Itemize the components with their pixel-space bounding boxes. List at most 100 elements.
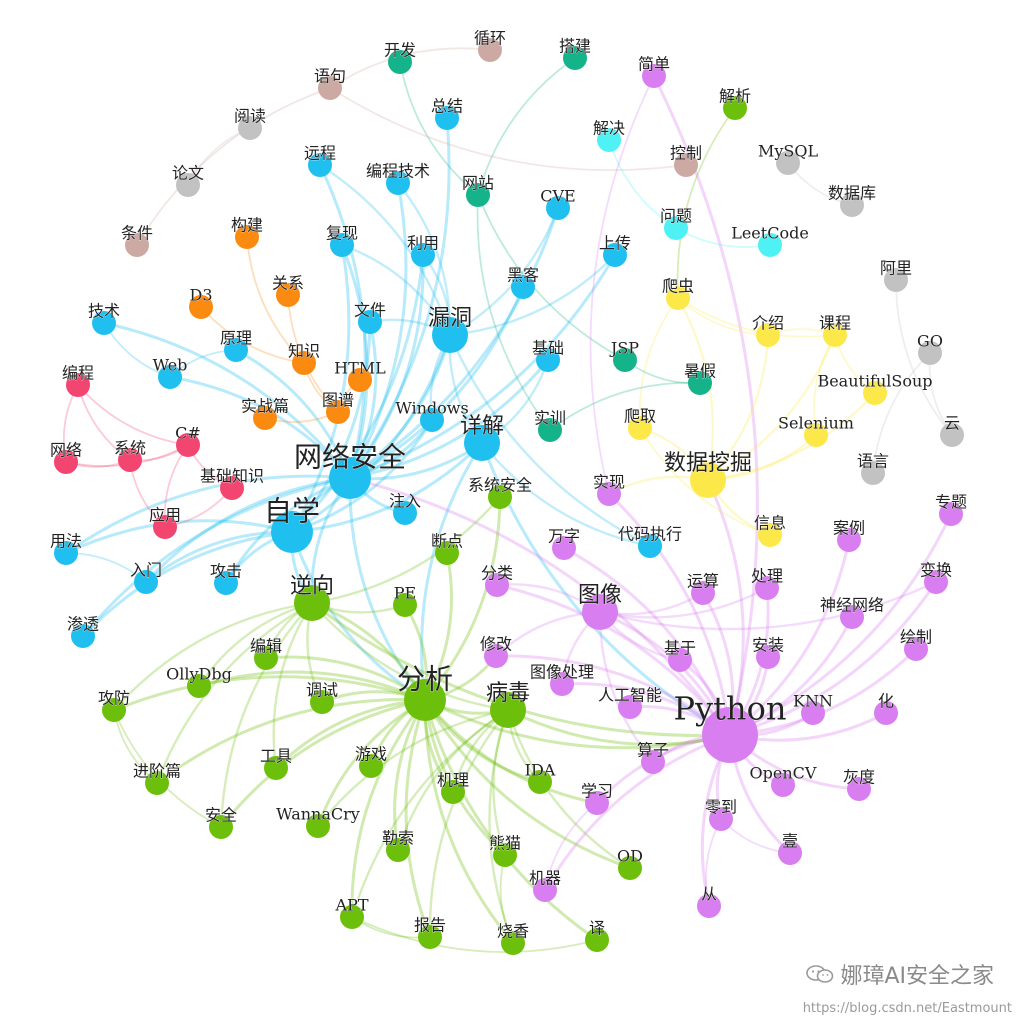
node-circle bbox=[874, 701, 898, 725]
node-label: OllyDbg bbox=[166, 664, 232, 683]
node: 详解 bbox=[460, 414, 504, 461]
edge bbox=[543, 733, 732, 892]
edge bbox=[506, 708, 632, 870]
node-label: 安全 bbox=[205, 805, 237, 824]
node-circle bbox=[359, 754, 383, 778]
node-circle bbox=[585, 928, 609, 952]
node-circle bbox=[66, 373, 90, 397]
node: 壹 bbox=[778, 831, 802, 865]
node-label: 入门 bbox=[130, 560, 162, 579]
node: 处理 bbox=[751, 566, 783, 600]
node-circle bbox=[771, 773, 795, 797]
node-label: MySQL bbox=[758, 141, 819, 160]
node-circle bbox=[702, 707, 758, 763]
node-label: 实训 bbox=[534, 408, 566, 427]
node-label: 万字 bbox=[548, 526, 580, 545]
node-label: 数据库 bbox=[828, 183, 876, 202]
edge bbox=[348, 476, 427, 702]
node-circle bbox=[664, 216, 688, 240]
node-circle bbox=[840, 193, 864, 217]
node-circle bbox=[638, 534, 662, 558]
node-circle bbox=[691, 581, 715, 605]
node-label: 总结 bbox=[431, 96, 463, 115]
node-label: 信息 bbox=[754, 513, 786, 532]
node-circle bbox=[209, 815, 233, 839]
node: 逆向 bbox=[290, 574, 334, 621]
edge bbox=[64, 474, 352, 555]
edge bbox=[706, 333, 770, 482]
node: 知识 bbox=[288, 341, 320, 375]
node-circle bbox=[804, 423, 828, 447]
edge bbox=[476, 194, 551, 431]
edge bbox=[589, 75, 655, 495]
node: 论文 bbox=[172, 163, 204, 197]
edge bbox=[895, 279, 953, 436]
node: 图像处理 bbox=[530, 662, 594, 696]
edge bbox=[219, 698, 427, 829]
node-label: Selenium bbox=[778, 413, 854, 432]
node-circle bbox=[145, 771, 169, 795]
node-circle bbox=[924, 570, 948, 594]
node: Selenium bbox=[778, 413, 854, 447]
node-circle bbox=[153, 515, 177, 539]
node: 总结 bbox=[431, 96, 463, 130]
edge bbox=[290, 320, 372, 534]
node-circle bbox=[756, 323, 780, 347]
node: 安装 bbox=[752, 635, 784, 669]
node: 简单 bbox=[638, 54, 670, 88]
node-circle bbox=[493, 843, 517, 867]
node: 循环 bbox=[474, 28, 506, 62]
node: 利用 bbox=[407, 233, 439, 267]
node-label: 神经网络 bbox=[820, 595, 884, 614]
node: 构建 bbox=[231, 215, 263, 249]
node: 远程 bbox=[304, 143, 336, 177]
node-circle bbox=[340, 905, 364, 929]
node-label: CVE bbox=[540, 186, 575, 205]
node-circle bbox=[723, 96, 747, 120]
node-label: 技术 bbox=[88, 301, 120, 320]
node: 案例 bbox=[833, 518, 865, 552]
node-label: 机器 bbox=[529, 868, 561, 887]
node: 代码执行 bbox=[618, 524, 682, 558]
node-circle bbox=[54, 450, 78, 474]
edge bbox=[351, 916, 598, 953]
node-label: 语言 bbox=[857, 451, 889, 470]
node-label: 实战篇 bbox=[241, 396, 289, 415]
node-circle bbox=[778, 841, 802, 865]
node: 专题 bbox=[935, 492, 967, 526]
node-circle bbox=[464, 425, 500, 461]
edge bbox=[423, 698, 732, 750]
edge bbox=[423, 698, 632, 870]
node-circle bbox=[939, 502, 963, 526]
node: Python bbox=[673, 689, 787, 763]
node: 数据库 bbox=[828, 183, 876, 217]
node: 熊猫 bbox=[489, 833, 521, 867]
node-label: KNN bbox=[793, 691, 833, 710]
edge bbox=[64, 519, 294, 555]
edge bbox=[598, 586, 769, 619]
node: 解决 bbox=[593, 118, 625, 152]
node: 运算 bbox=[687, 571, 719, 605]
node-label: 上传 bbox=[599, 233, 631, 252]
node-label: 图谱 bbox=[322, 390, 354, 409]
edge bbox=[728, 580, 938, 737]
node-label: 利用 bbox=[407, 233, 439, 252]
node-label: 图像 bbox=[578, 583, 622, 608]
watermark-name: 娜璋AI安全之家 bbox=[840, 964, 994, 989]
edge bbox=[598, 610, 655, 764]
watermark-url: https://blog.csdn.net/Eastmount bbox=[802, 1001, 1012, 1016]
edge bbox=[77, 384, 189, 446]
node: 技术 bbox=[88, 301, 120, 335]
node-circle bbox=[176, 173, 200, 197]
node-label: 调试 bbox=[306, 680, 338, 699]
node-circle bbox=[688, 371, 712, 395]
edge bbox=[488, 708, 515, 945]
edge bbox=[420, 441, 484, 702]
node-circle bbox=[393, 593, 417, 617]
node-label: 零到 bbox=[705, 797, 737, 816]
node-label: 修改 bbox=[480, 634, 512, 653]
node-label: 介绍 bbox=[752, 313, 784, 332]
node-circle bbox=[918, 341, 942, 365]
node-label: 化 bbox=[878, 691, 894, 710]
node: 基础 bbox=[532, 338, 564, 372]
